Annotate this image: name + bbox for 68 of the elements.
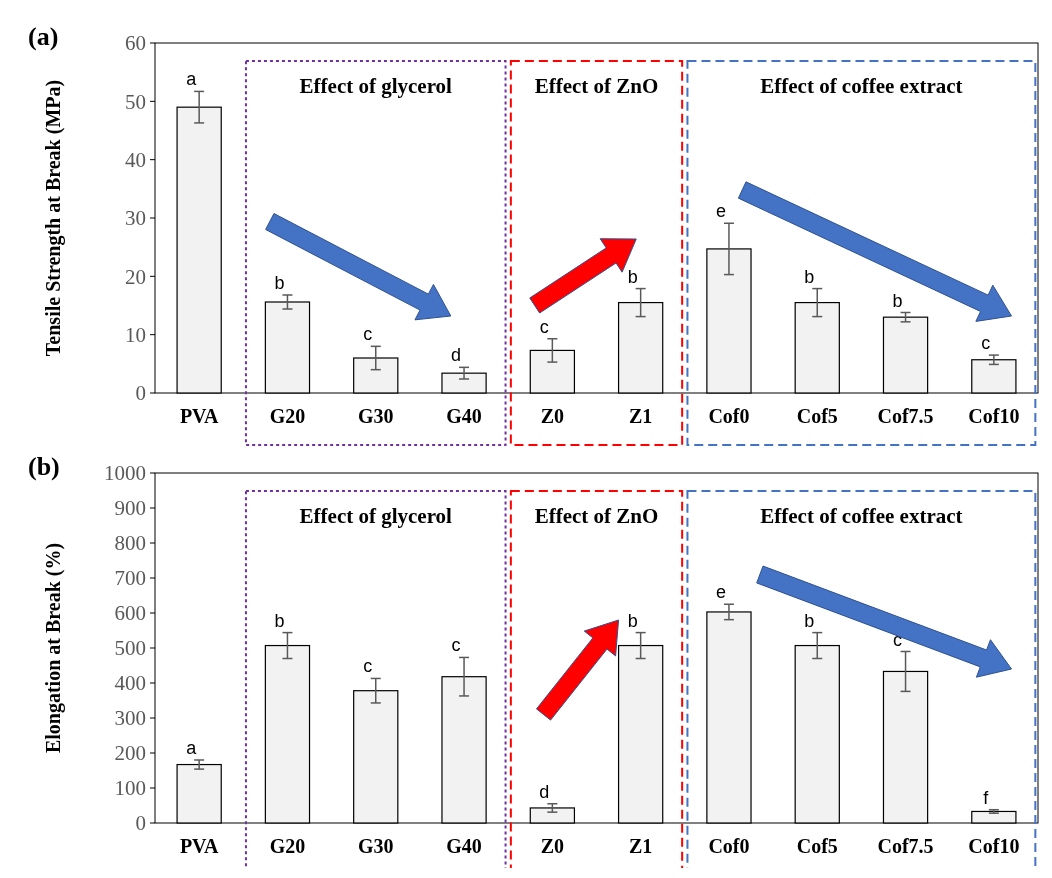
data-label: c bbox=[363, 656, 373, 677]
y-tick-label: 20 bbox=[125, 264, 146, 289]
x-tick-label: G30 bbox=[357, 835, 394, 857]
x-tick-label: Cof7.5 bbox=[877, 835, 934, 857]
x-tick-label: Cof10 bbox=[968, 405, 1020, 427]
x-tick-label: G30 bbox=[357, 405, 394, 427]
data-label: b bbox=[627, 266, 638, 287]
x-tick-label: Z0 bbox=[540, 405, 565, 427]
x-tick-label: G20 bbox=[269, 405, 306, 427]
y-axis-title: Elongation at Break (%) bbox=[42, 542, 65, 754]
data-label: b bbox=[892, 290, 903, 311]
data-label: c bbox=[893, 629, 903, 650]
x-tick-label: G40 bbox=[446, 405, 482, 427]
data-label: b bbox=[804, 610, 815, 631]
x-tick-label: Cof0 bbox=[708, 835, 750, 857]
y-tick-label: 800 bbox=[114, 531, 146, 556]
data-label: c bbox=[539, 316, 549, 337]
y-tick-label: 10 bbox=[125, 323, 146, 348]
x-tick-label: PVA bbox=[179, 405, 219, 427]
y-tick-label: 1000 bbox=[104, 461, 146, 486]
y-tick-label: 700 bbox=[114, 566, 146, 591]
annotation: Effect of glycerol bbox=[299, 74, 453, 98]
y-axis-title: Tensile Strength at Break (MPa) bbox=[42, 79, 65, 357]
annotation: Effect of coffee extract bbox=[760, 74, 963, 98]
y-tick-label: 200 bbox=[114, 741, 146, 766]
data-label: e bbox=[715, 582, 726, 603]
x-tick-label: Cof0 bbox=[708, 405, 750, 427]
annotation: Effect of glycerol bbox=[299, 504, 453, 528]
x-tick-label: Cof5 bbox=[796, 405, 838, 427]
annotation: Effect of coffee extract bbox=[760, 504, 963, 528]
y-tick-label: 100 bbox=[114, 776, 146, 801]
annotation: Effect of ZnO bbox=[534, 504, 659, 528]
chart-title: (b) bbox=[28, 452, 60, 481]
data-label: e bbox=[715, 201, 726, 222]
y-tick-label: 60 bbox=[125, 31, 146, 56]
y-tick-label: 0 bbox=[135, 381, 146, 406]
chart-title: (a) bbox=[28, 22, 59, 51]
y-tick-label: 0 bbox=[135, 811, 146, 836]
x-tick-label: Z1 bbox=[628, 835, 653, 857]
data-label: b bbox=[274, 610, 285, 631]
x-tick-label: PVA bbox=[179, 835, 219, 857]
x-tick-label: Cof7.5 bbox=[877, 405, 934, 427]
x-tick-label: Cof10 bbox=[968, 835, 1020, 857]
x-tick-label: Z0 bbox=[540, 835, 565, 857]
x-tick-label: G40 bbox=[446, 835, 482, 857]
x-tick-label: Z1 bbox=[628, 405, 653, 427]
data-label: b bbox=[627, 610, 638, 631]
data-label: d bbox=[539, 781, 550, 802]
data-label: b bbox=[804, 266, 815, 287]
data-label: c bbox=[451, 635, 461, 656]
x-tick-label: G20 bbox=[269, 835, 306, 857]
data-label: c bbox=[363, 324, 373, 345]
data-label: d bbox=[451, 345, 462, 366]
data-label: a bbox=[186, 738, 198, 758]
y-tick-label: 400 bbox=[114, 671, 146, 696]
annotation: Effect of ZnO bbox=[534, 74, 659, 98]
y-tick-label: 40 bbox=[125, 148, 146, 173]
y-tick-label: 900 bbox=[114, 496, 146, 521]
data-label: b bbox=[274, 273, 285, 293]
y-tick-label: 50 bbox=[125, 89, 146, 114]
y-tick-label: 500 bbox=[114, 636, 146, 661]
data-label: c bbox=[981, 333, 991, 354]
data-label: f bbox=[983, 787, 990, 808]
y-tick-label: 600 bbox=[114, 601, 146, 626]
x-tick-label: Cof5 bbox=[796, 835, 838, 857]
y-tick-label: 30 bbox=[125, 206, 146, 231]
data-label: a bbox=[186, 69, 198, 90]
y-tick-label: 300 bbox=[114, 706, 146, 731]
